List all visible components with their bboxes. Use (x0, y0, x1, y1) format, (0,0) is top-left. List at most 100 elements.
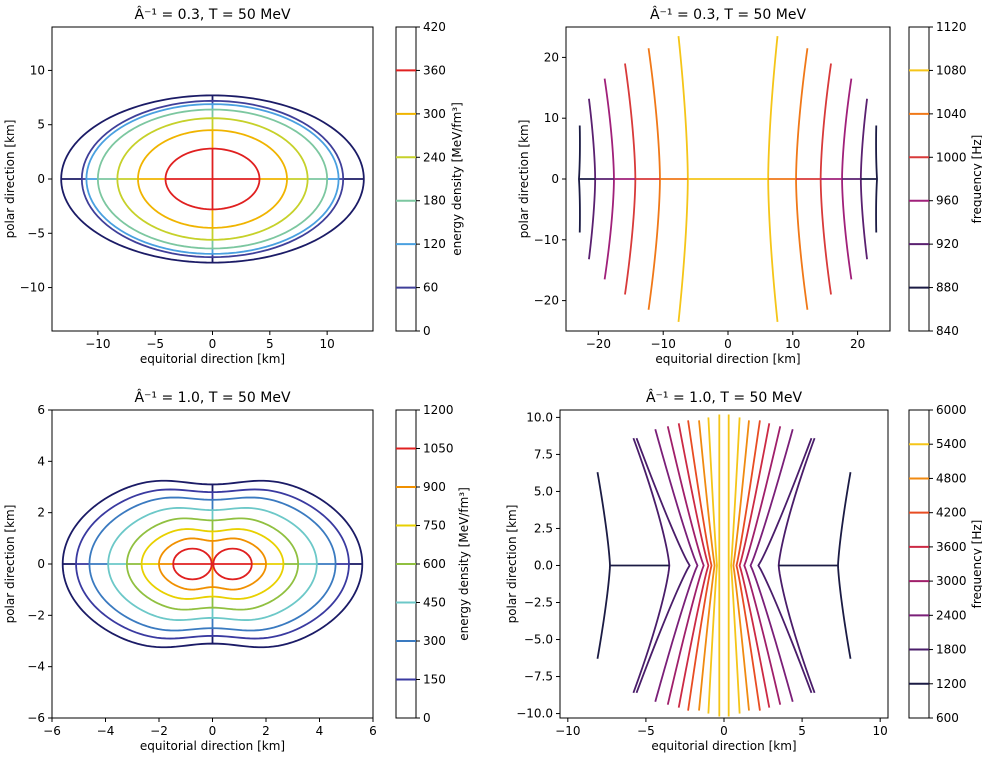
x-tick-label: 0 (720, 724, 728, 738)
x-tick-label: 20 (850, 337, 865, 351)
chart-tl: −10 −5 0 5 10 −10 −5 0 5 10 equitorial direction [… (3, 5, 464, 366)
contour-line (60, 94, 365, 264)
frequency-curve (677, 423, 710, 708)
curve-group (578, 36, 878, 322)
x-tick-label: −2 (150, 724, 168, 738)
y-tick-label: 2.5 (534, 521, 553, 535)
y-tick-label: 6 (37, 403, 45, 417)
x-axis-label: equitorial direction [km] (655, 352, 800, 366)
x-tick-label: −5 (146, 337, 164, 351)
x-tick-label: −10 (651, 337, 676, 351)
x-tick-label: −10 (555, 724, 580, 738)
y-tick-label: −5.0 (524, 633, 553, 647)
y-tick-label: −7.5 (524, 670, 553, 684)
frequency-curve (654, 429, 699, 702)
colorbar-tick-label: 4200 (936, 506, 967, 520)
x-tick-label: 2 (262, 724, 270, 738)
x-tick-label: 10 (320, 337, 335, 351)
colorbar-tick-label: 900 (423, 480, 446, 494)
colorbar-tick-label: 60 (423, 281, 438, 295)
x-tick-label: −6 (43, 724, 61, 738)
x-axis-label: equitorial direction [km] (651, 739, 796, 753)
colorbar: 0 60 120 180 240 300 360 420 energy density [MeV… (395, 20, 464, 338)
y-tick-label: 20 (544, 50, 559, 64)
frequency-curve (738, 423, 771, 708)
y-tick-label: −10.0 (516, 707, 553, 721)
y-tick-label: −2 (27, 608, 45, 622)
colorbar: 0 150 300 450 600 750 900 1050 1200 energy densit… (395, 403, 471, 725)
frequency-curve (837, 472, 852, 659)
y-tick-label: 0 (37, 557, 45, 571)
y-tick-label: −6 (27, 711, 45, 725)
colorbar-tick-label: 0 (423, 324, 431, 338)
colorbar-tick-label: 3600 (936, 540, 967, 554)
colorbar-tick-label: 5400 (936, 437, 967, 451)
colorbar-tick-label: 360 (423, 63, 446, 77)
x-tick-label: 10 (873, 724, 888, 738)
colorbar-tick-label: 1050 (423, 442, 454, 456)
y-tick-label: 10 (544, 111, 559, 125)
colorbar-tick-label: 1200 (936, 677, 967, 691)
colorbar-tick-label: 0 (423, 711, 431, 725)
y-tick-label: 5.0 (534, 484, 553, 498)
colorbar-tick-label: 300 (423, 634, 446, 648)
colorbar-frame (395, 26, 417, 332)
chart-title: Â⁻¹ = 0.3, T = 50 MeV (134, 5, 291, 23)
y-tick-label: 10 (30, 63, 45, 77)
x-tick-label: 5 (266, 337, 274, 351)
colorbar-tick-label: 120 (423, 237, 446, 251)
frequency-curve (730, 417, 741, 714)
colorbar-tick-label: 1800 (936, 643, 967, 657)
y-axis-label: polar direction [km] (3, 120, 17, 239)
y-axis-label: polar direction [km] (505, 505, 519, 624)
y-tick-label: −10 (534, 233, 559, 247)
colorbar-label: energy density [MeV/fm³] (450, 102, 464, 256)
chart-title: Â⁻¹ = 1.0, T = 50 MeV (646, 388, 803, 406)
frequency-curve (735, 420, 761, 711)
y-tick-label: 2 (37, 506, 45, 520)
y-tick-label: 0 (551, 172, 559, 186)
chart-br: −10 −5 0 5 10 −10.0 −7.5 −5.0 −2.5 0.0 2.5 5.0 7.5 10… (505, 388, 982, 753)
y-tick-label: 0.0 (534, 558, 553, 572)
x-tick-label: −20 (586, 337, 611, 351)
chart-title: Â⁻¹ = 1.0, T = 50 MeV (134, 388, 291, 406)
frequency-curve (698, 420, 716, 711)
contour-group (60, 94, 365, 264)
contour-line (137, 129, 288, 229)
colorbar-label: energy density [MeV/fm³] (457, 487, 471, 641)
frequency-curve (635, 437, 691, 694)
frequency-curve (666, 426, 705, 705)
y-tick-label: 7.5 (534, 447, 553, 461)
chart-bl: −6 −4 −2 0 2 4 6 −6 −4 −2 0 2 4 6 equitorial direction… (3, 388, 471, 753)
frequency-curve (732, 420, 750, 711)
chart-tr: −20 −10 0 10 20 −20 −10 0 10 20 equitorial directi… (517, 5, 982, 366)
colorbar-tick-label: 600 (936, 711, 959, 725)
x-axis-label: equitorial direction [km] (140, 739, 285, 753)
colorbar-label: frequency [Hz] (970, 135, 982, 224)
colorbar-tick-label: 300 (423, 107, 446, 121)
x-tick-label: 4 (316, 724, 324, 738)
y-tick-label: −20 (534, 294, 559, 308)
colorbar-tick-label: 1000 (936, 150, 967, 164)
y-axis-label: polar direction [km] (3, 505, 17, 624)
curve-group (596, 414, 852, 717)
colorbar-tick-label: 240 (423, 150, 446, 164)
colorbar-tick-label: 150 (423, 673, 446, 687)
colorbar-frame (908, 409, 930, 719)
x-tick-label: 10 (785, 337, 800, 351)
contour-line (85, 103, 340, 255)
y-tick-label: 4 (37, 454, 45, 468)
chart-title: Â⁻¹ = 0.3, T = 50 MeV (650, 5, 807, 23)
colorbar-tick-label: 960 (936, 194, 959, 208)
x-tick-label: −5 (637, 724, 655, 738)
colorbar-tick-label: 1200 (423, 403, 454, 417)
y-tick-label: −2.5 (524, 596, 553, 610)
colorbar-tick-label: 920 (936, 237, 959, 251)
contour-group (61, 479, 364, 649)
x-tick-label: 5 (798, 724, 806, 738)
x-tick-label: 6 (369, 724, 377, 738)
colorbar-tick-label: 180 (423, 194, 446, 208)
colorbar-frame (908, 26, 930, 332)
y-tick-label: 5 (37, 118, 45, 132)
x-tick-label: 0 (209, 337, 217, 351)
